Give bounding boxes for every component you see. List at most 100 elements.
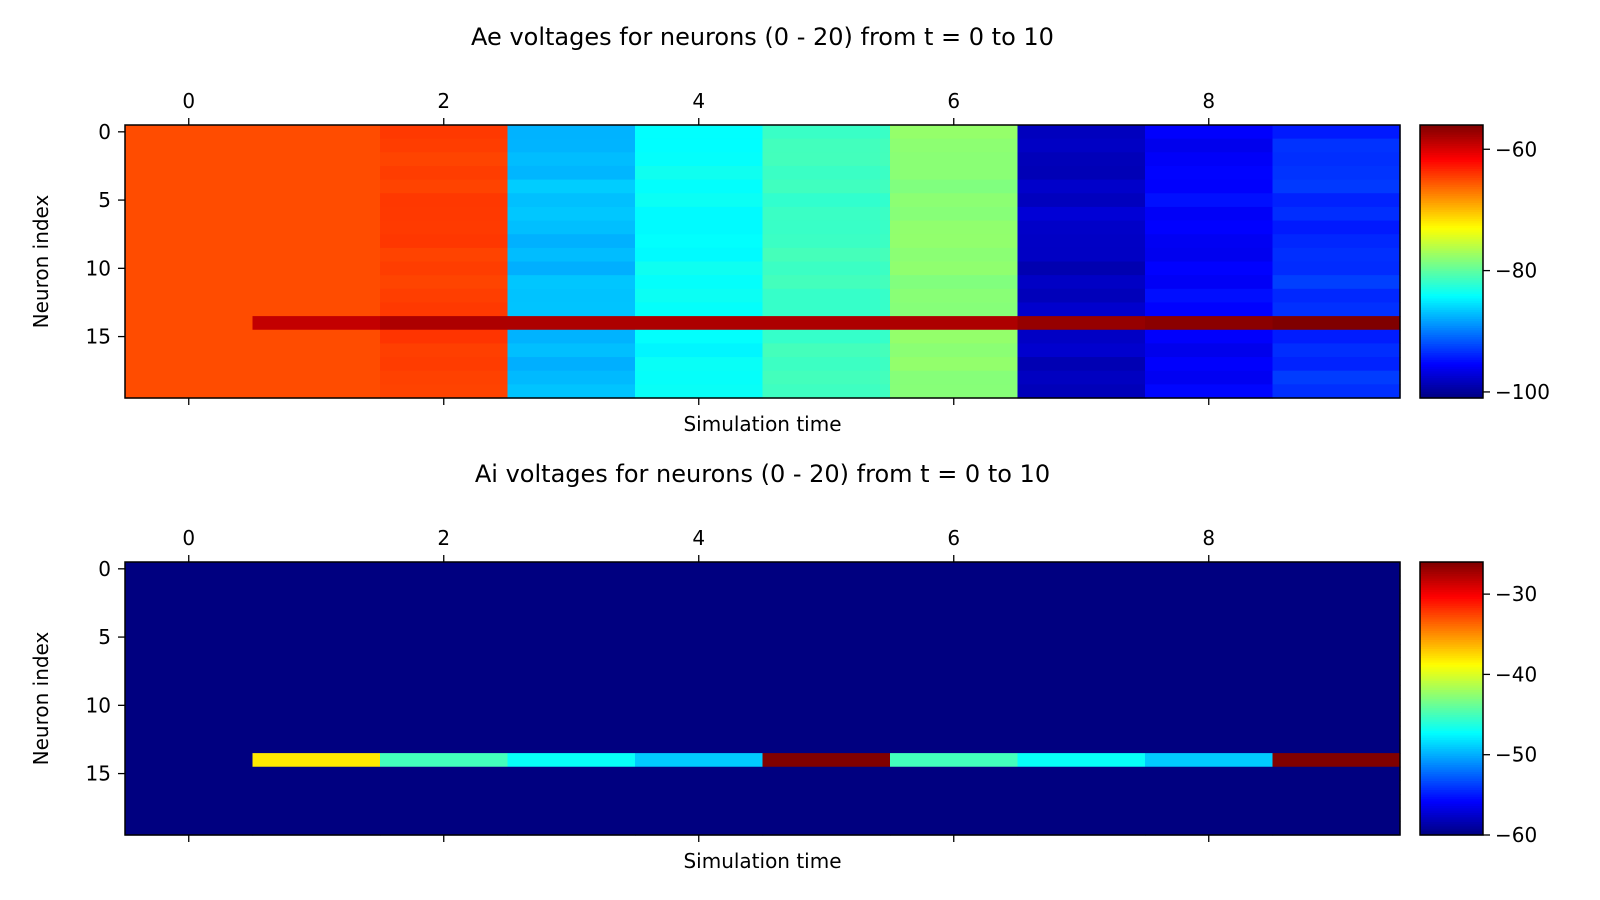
colorbar-segment: [1420, 336, 1483, 340]
heatmap-cell: [380, 589, 509, 604]
colorbar-segment: [1420, 748, 1483, 752]
heatmap-cell: [1272, 671, 1401, 686]
colorbar-segment: [1420, 696, 1483, 700]
colorbar-segment: [1420, 734, 1483, 738]
x-axis-label: Simulation time: [683, 412, 841, 436]
heatmap-cell: [507, 152, 636, 167]
heatmap-cell: [125, 302, 254, 317]
chart-title: Ai voltages for neurons (0 - 20) from t …: [475, 460, 1050, 488]
heatmap-cell: [252, 794, 381, 809]
heatmap-cell: [890, 357, 1019, 372]
heatmap-cell: [635, 343, 764, 358]
heatmap-cell: [1272, 370, 1401, 385]
heatmap-cell: [1145, 316, 1274, 331]
heatmap-cell: [1017, 671, 1146, 686]
heatmap-cell: [1145, 616, 1274, 631]
colorbar-segment: [1420, 309, 1483, 313]
heatmap-cell: [380, 234, 509, 249]
heatmap-cell: [125, 261, 254, 276]
colorbar-segment: [1420, 168, 1483, 172]
heatmap-cell: [380, 684, 509, 700]
heatmap-cell: [507, 807, 636, 822]
colorbar-segment: [1420, 386, 1483, 390]
colorbar-segment: [1420, 662, 1483, 665]
colorbar-segment: [1420, 388, 1483, 392]
heatmap-cell: [125, 698, 254, 713]
heatmap-cell: [1272, 589, 1401, 604]
heatmap-cell: [252, 766, 381, 781]
colorbar-segment: [1420, 234, 1483, 238]
colorbar-segment: [1420, 718, 1483, 722]
heatmap-cell: [1145, 329, 1274, 344]
colorbar-segment: [1420, 256, 1483, 260]
heatmap-cell: [507, 206, 636, 222]
heatmap-cell: [1017, 288, 1146, 304]
colorbar-segment: [1420, 828, 1483, 832]
heatmap-cell: [507, 821, 636, 836]
colorbar-segment: [1420, 666, 1483, 670]
colorbar-segment: [1420, 575, 1483, 579]
colorbar-segment: [1420, 769, 1483, 772]
colorbar-segment: [1420, 391, 1483, 395]
heatmap-cell: [1145, 602, 1274, 618]
colorbar-segment: [1420, 343, 1483, 347]
heatmap-cell: [1145, 220, 1274, 235]
heatmap-cell: [380, 179, 509, 194]
heatmap-cell: [635, 602, 764, 618]
heatmap-cell: [762, 602, 891, 618]
colorbar-segment: [1420, 602, 1483, 606]
heatmap-cell: [762, 138, 891, 153]
heatmap-cell: [890, 630, 1019, 645]
colorbar-segment: [1420, 150, 1483, 153]
colorbar-segment: [1420, 573, 1483, 577]
heatmap-cell: [507, 794, 636, 809]
colorbar-segment: [1420, 266, 1483, 269]
heatmap-cell: [762, 193, 891, 208]
heatmap-cell: [1017, 343, 1146, 358]
heatmap-cell: [762, 165, 891, 181]
heatmap-cell: [252, 712, 381, 727]
colorbar-segment: [1420, 825, 1483, 829]
colorbar-segment: [1420, 202, 1483, 206]
heatmap-cell: [1145, 807, 1274, 822]
heatmap-cell: [1272, 821, 1401, 836]
colorbar-segment: [1420, 816, 1483, 820]
colorbar-segment: [1420, 177, 1483, 181]
heatmap-cell: [1017, 753, 1146, 768]
colorbar-segment: [1420, 393, 1483, 397]
heatmap-cell: [890, 562, 1019, 577]
heatmap-cell: [1272, 179, 1401, 194]
heatmap-cell: [1272, 261, 1401, 276]
heatmap-cell: [1145, 179, 1274, 194]
colorbar-segment: [1420, 671, 1483, 675]
heatmap-cell: [635, 698, 764, 713]
heatmap-cell: [635, 671, 764, 686]
heatmap-cell: [380, 671, 509, 686]
colorbar-segment: [1420, 197, 1483, 201]
heatmap-cell: [1017, 712, 1146, 727]
colorbar-segment: [1420, 739, 1483, 743]
heatmap-cell: [890, 671, 1019, 686]
colorbar-segment: [1420, 370, 1483, 374]
heatmap-cell: [1017, 698, 1146, 713]
heatmap-cell: [1017, 206, 1146, 222]
heatmap-cell: [635, 725, 764, 741]
heatmap-cell: [1145, 684, 1274, 700]
colorbar-segment: [1420, 216, 1483, 219]
heatmap-cell: [762, 643, 891, 659]
heatmap-cell: [380, 780, 509, 795]
heatmap-cell: [380, 698, 509, 713]
colorbar-segment: [1420, 140, 1483, 144]
heatmap-cell: [1017, 179, 1146, 194]
heatmap-cell: [1017, 725, 1146, 741]
colorbar-segment: [1420, 379, 1483, 383]
colorbar-segment: [1420, 564, 1483, 568]
colorbar-segment: [1420, 161, 1483, 165]
heatmap-cell: [1272, 698, 1401, 713]
colorbar-segment: [1420, 618, 1483, 622]
colorbar-segment: [1420, 145, 1483, 149]
heatmap-cell: [762, 780, 891, 795]
colorbar-segment: [1420, 170, 1483, 174]
heatmap-cell: [507, 288, 636, 304]
heatmap-cell: [252, 616, 381, 631]
